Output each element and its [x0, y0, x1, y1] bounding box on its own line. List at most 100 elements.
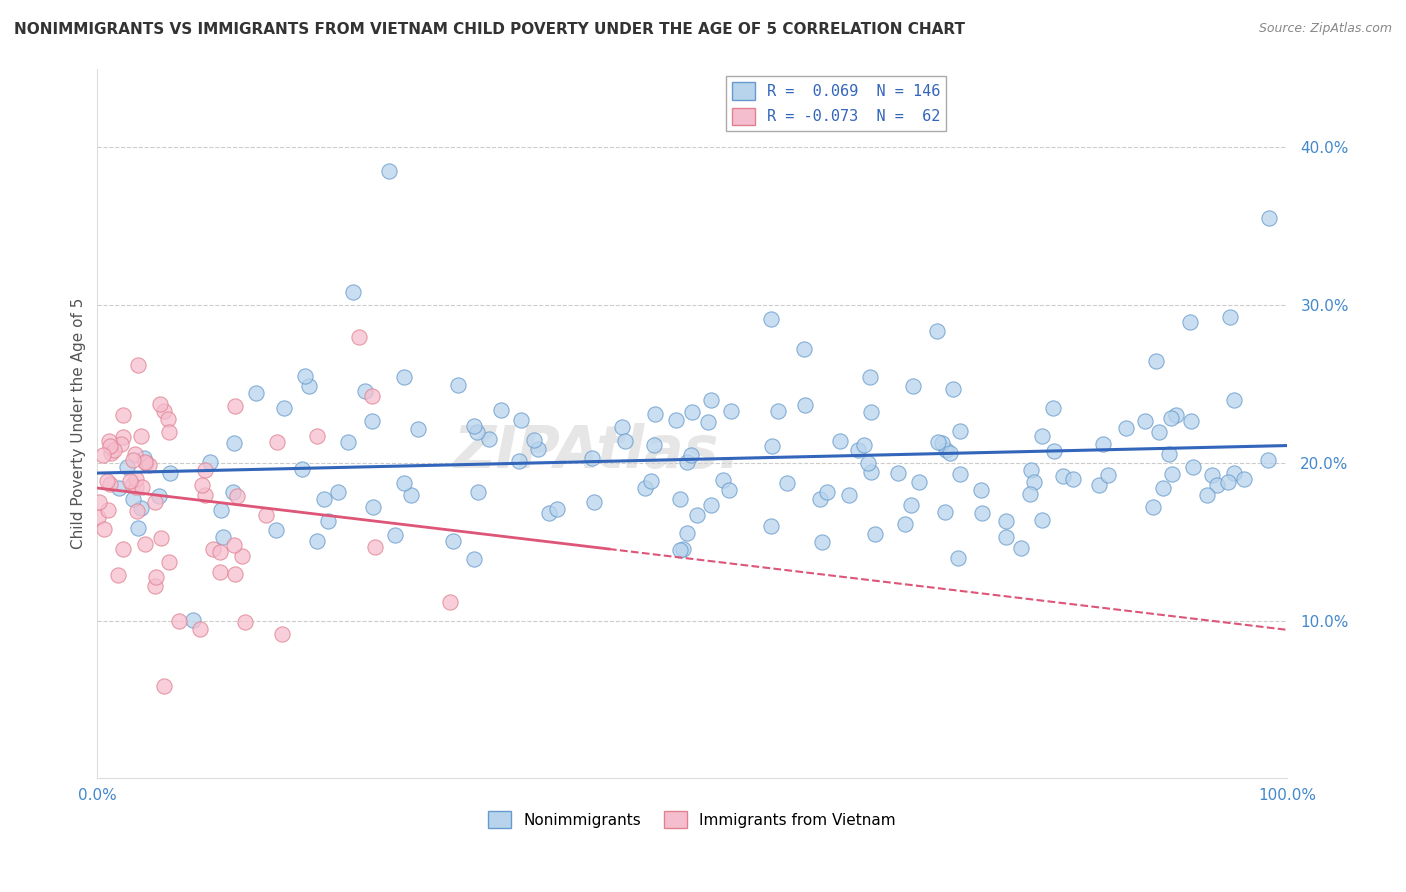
Point: [152, 404, 174, 418]
Point: [1182, 459, 1205, 474]
Point: [159, 466, 181, 480]
Point: [1205, 478, 1227, 492]
Point: [157, 555, 180, 569]
Point: [1218, 475, 1240, 489]
Point: [1087, 478, 1109, 492]
Text: NONIMMIGRANTS VS IMMIGRANTS FROM VIETNAM CHILD POVERTY UNDER THE AGE OF 5 CORREL: NONIMMIGRANTS VS IMMIGRANTS FROM VIETNAM…: [14, 22, 965, 37]
Point: [1018, 487, 1040, 501]
Point: [392, 370, 415, 384]
Point: [190, 477, 212, 491]
Point: [1144, 354, 1167, 368]
Point: [121, 478, 143, 492]
Point: [853, 438, 876, 452]
Point: [643, 438, 665, 452]
Point: [669, 543, 692, 558]
Point: [111, 542, 134, 557]
Point: [97, 502, 120, 516]
Point: [91, 448, 114, 462]
Point: [235, 615, 257, 630]
Point: [686, 508, 709, 522]
Point: [859, 465, 882, 479]
Point: [132, 451, 155, 466]
Point: [129, 501, 152, 516]
Point: [887, 467, 910, 481]
Point: [363, 500, 385, 515]
Point: [863, 527, 886, 541]
Point: [224, 399, 246, 413]
Point: [669, 491, 692, 506]
Point: [98, 439, 121, 453]
Point: [1022, 475, 1045, 489]
Point: [465, 425, 488, 439]
Point: [582, 495, 605, 509]
Point: [211, 530, 233, 544]
Point: [766, 404, 789, 418]
Point: [167, 614, 190, 628]
Point: [125, 472, 148, 486]
Point: [931, 435, 953, 450]
Point: [270, 626, 292, 640]
Point: [231, 549, 253, 563]
Point: [510, 413, 533, 427]
Point: [665, 413, 688, 427]
Point: [305, 534, 328, 549]
Point: [894, 516, 917, 531]
Point: [224, 566, 246, 581]
Point: [134, 454, 156, 468]
Point: [124, 447, 146, 461]
Point: [326, 485, 349, 500]
Point: [815, 485, 838, 500]
Point: [224, 435, 246, 450]
Point: [446, 378, 468, 392]
Point: [939, 446, 962, 460]
Point: [1159, 447, 1181, 461]
Point: [679, 448, 702, 462]
Point: [934, 505, 956, 519]
Point: [682, 405, 704, 419]
Point: [399, 488, 422, 502]
Point: [1178, 315, 1201, 329]
Point: [808, 492, 831, 507]
Point: [699, 392, 721, 407]
Point: [972, 506, 994, 520]
Point: [838, 488, 860, 502]
Point: [675, 455, 697, 469]
Point: [134, 537, 156, 551]
Point: [1201, 468, 1223, 483]
Point: [157, 425, 180, 439]
Point: [121, 453, 143, 467]
Point: [793, 398, 815, 412]
Point: [224, 538, 246, 552]
Point: [347, 329, 370, 343]
Point: [100, 446, 122, 460]
Point: [1010, 541, 1032, 556]
Point: [696, 415, 718, 429]
Point: [1147, 425, 1170, 439]
Point: [1233, 472, 1256, 486]
Point: [1031, 513, 1053, 527]
Point: [384, 528, 406, 542]
Point: [125, 479, 148, 493]
Point: [209, 503, 232, 517]
Point: [1180, 414, 1202, 428]
Point: [129, 429, 152, 443]
Point: [297, 379, 319, 393]
Point: [1166, 408, 1188, 422]
Point: [353, 384, 375, 398]
Point: [150, 531, 173, 545]
Point: [925, 325, 948, 339]
Point: [138, 458, 160, 472]
Point: [127, 504, 149, 518]
Point: [183, 613, 205, 627]
Point: [198, 455, 221, 469]
Point: [107, 568, 129, 582]
Point: [378, 164, 401, 178]
Point: [613, 434, 636, 448]
Point: [1133, 415, 1156, 429]
Point: [634, 481, 657, 495]
Point: [363, 540, 385, 554]
Point: [131, 481, 153, 495]
Point: [907, 475, 929, 489]
Point: [1031, 429, 1053, 443]
Point: [935, 443, 957, 458]
